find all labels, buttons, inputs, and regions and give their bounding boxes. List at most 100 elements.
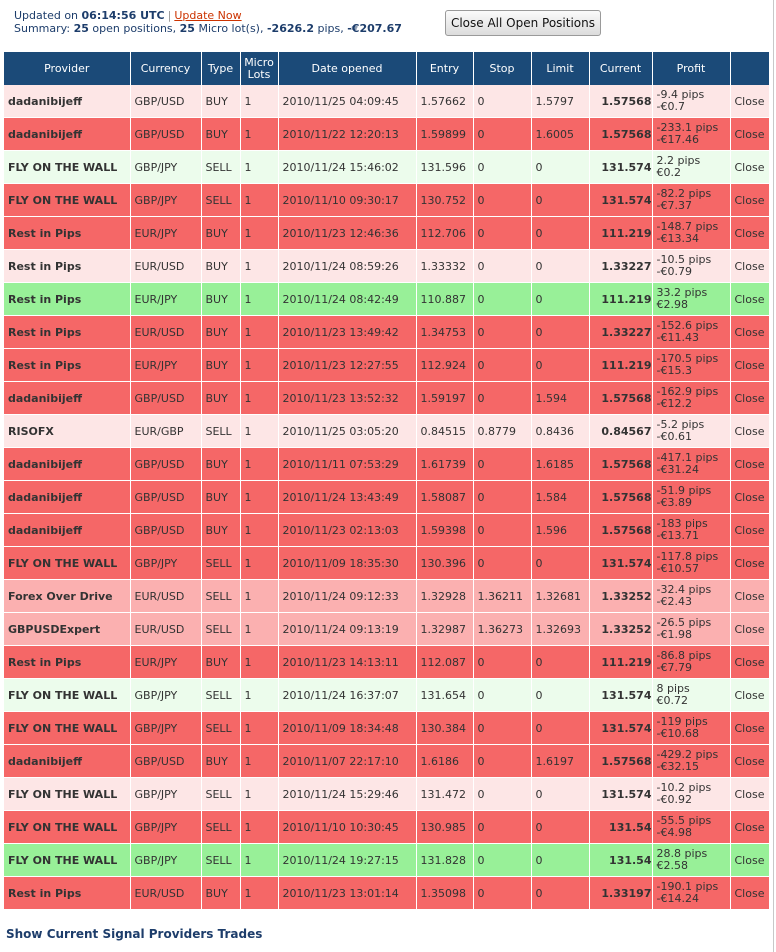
table-row: GBPUSDExpert EUR/USD SELL 1 2010/11/24 09:13… [4,612,770,646]
type-cell: BUY [201,216,241,250]
stop-cell: 0 [473,645,532,679]
entry-cell: 112.924 [416,348,474,382]
close-all-button[interactable]: Close All Open Positions [445,10,601,36]
currency-cell: GBP/JPY [130,810,202,844]
provider-cell: Rest in Pips [4,645,131,679]
table-row: Rest in Pips EUR/JPY BUY 1 2010/11/23 12:27:… [4,348,770,382]
limit-cell: 0 [531,777,590,811]
limit-cell: 1.32693 [531,612,590,646]
close-position-button[interactable]: Close [730,183,770,217]
type-cell: BUY [201,249,241,283]
profit-pips: -119 pips [656,715,708,728]
stop-cell: 0 [473,876,532,910]
show-providers-link[interactable]: Show Current Signal Providers Trades [6,927,263,941]
stop-cell: 0 [473,249,532,283]
close-position-button[interactable]: Close [730,348,770,382]
currency-cell: GBP/USD [130,85,202,118]
close-position-button[interactable]: Close [730,480,770,514]
open-text: open positions, [92,22,177,35]
close-position-button[interactable]: Close [730,678,770,712]
profit-money: -€0.92 [656,793,692,806]
summary-prefix: Summary: [14,22,71,35]
table-row: Rest in Pips EUR/JPY BUY 1 2010/11/24 08:42:… [4,282,770,316]
profit-money: -€12.2 [656,397,692,410]
close-position-button[interactable]: Close [730,85,770,118]
type-cell: SELL [201,678,241,712]
entry-cell: 131.596 [416,150,474,184]
close-position-button[interactable]: Close [730,249,770,283]
type-cell: BUY [201,85,241,118]
currency-cell: EUR/JPY [130,282,202,316]
date-cell: 2010/11/25 04:09:45 [278,85,417,118]
close-position-button[interactable]: Close [730,381,770,415]
close-position-button[interactable]: Close [730,150,770,184]
profit-money: €0.2 [656,166,682,179]
type-cell: BUY [201,315,241,349]
stop-cell: 0 [473,85,532,118]
current-cell: 1.33252 [589,612,653,646]
profit-cell: -32.4 pips -€2.43 [652,579,731,613]
provider-cell: dadanibijeff [4,447,131,481]
close-position-button[interactable]: Close [730,579,770,613]
profit-pips: -26.5 pips [656,616,712,629]
status-bar: Updated on 06:14:56 UTC | Update Now Summa… [0,0,776,48]
close-position-button[interactable]: Close [730,645,770,679]
type-cell: SELL [201,777,241,811]
provider-cell: FLY ON THE WALL [4,183,131,217]
provider-cell: FLY ON THE WALL [4,150,131,184]
update-now-link[interactable]: Update Now [174,9,242,22]
limit-cell: 0 [531,150,590,184]
close-position-button[interactable]: Close [730,876,770,910]
limit-cell: 1.6197 [531,744,590,778]
entry-cell: 1.58087 [416,480,474,514]
stop-cell: 0 [473,150,532,184]
close-position-button[interactable]: Close [730,777,770,811]
profit-pips: -170.5 pips [656,352,719,365]
close-position-button[interactable]: Close [730,315,770,349]
limit-cell: 1.32681 [531,579,590,613]
close-position-button[interactable]: Close [730,117,770,151]
lots-cell: 1 [240,282,279,316]
close-position-button[interactable]: Close [730,414,770,448]
close-position-button[interactable]: Close [730,744,770,778]
date-cell: 2010/11/23 13:49:42 [278,315,417,349]
profit-cell: 8 pips €0.72 [652,678,731,712]
close-position-button[interactable]: Close [730,546,770,580]
stop-cell: 0 [473,513,532,547]
close-position-button[interactable]: Close [730,513,770,547]
profit-cell: -26.5 pips -€1.98 [652,612,731,646]
profit-pips: -152.6 pips [656,319,719,332]
type-cell: SELL [201,579,241,613]
provider-cell: Rest in Pips [4,216,131,250]
table-row: FLY ON THE WALL GBP/JPY SELL 1 2010/11/10 10… [4,810,770,844]
close-position-button[interactable]: Close [730,711,770,745]
stop-cell: 0 [473,381,532,415]
profit-money: -€0.7 [656,100,685,113]
stop-cell: 0 [473,777,532,811]
lots-cell: 1 [240,85,279,118]
current-cell: 111.219 [589,216,653,250]
close-position-button[interactable]: Close [730,282,770,316]
close-position-button[interactable]: Close [730,843,770,877]
lots-cell: 1 [240,447,279,481]
profit-cell: -152.6 pips -€11.43 [652,315,731,349]
close-position-button[interactable]: Close [730,447,770,481]
currency-cell: GBP/USD [130,381,202,415]
stop-cell: 0 [473,480,532,514]
entry-cell: 1.32987 [416,612,474,646]
limit-cell: 0 [531,546,590,580]
type-cell: BUY [201,480,241,514]
limit-cell: 0 [531,876,590,910]
lots-cell: 1 [240,612,279,646]
date-cell: 2010/11/24 13:43:49 [278,480,417,514]
lots-cell: 1 [240,645,279,679]
profit-pips: -148.7 pips [656,220,719,233]
close-position-button[interactable]: Close [730,216,770,250]
profit-money: €2.58 [656,859,689,872]
close-position-button[interactable]: Close [730,810,770,844]
col-action [730,52,770,85]
total-money: -€207.67 [347,22,402,35]
table-row: dadanibijeff GBP/USD BUY 1 2010/11/07 22:17:… [4,744,770,778]
close-position-button[interactable]: Close [730,612,770,646]
date-cell: 2010/11/24 19:27:15 [278,843,417,877]
